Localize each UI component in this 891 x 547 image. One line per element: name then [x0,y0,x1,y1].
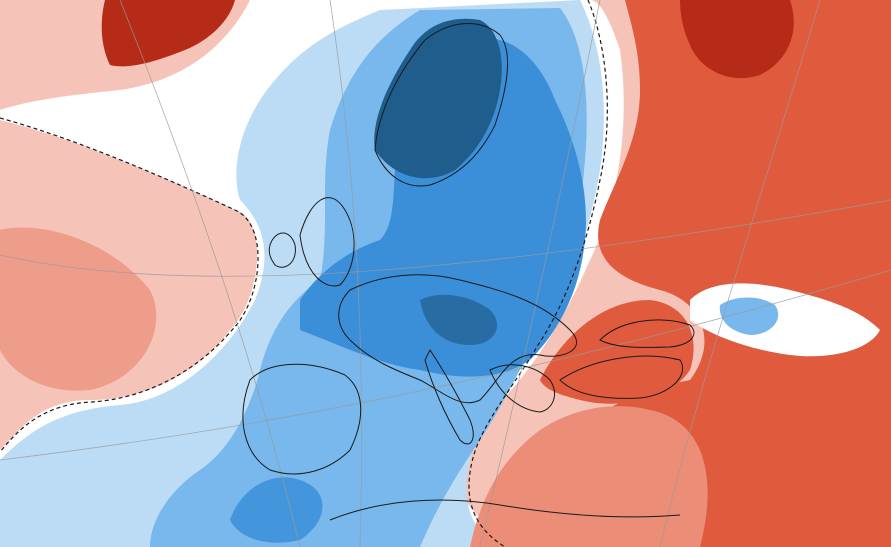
warm-area-west-atlantic [0,227,157,391]
coastline-british-isles [299,197,355,287]
coastline-italy [424,349,474,445]
coastline-turkey [559,355,683,399]
graticule-6 [659,0,821,547]
graticule-3 [119,0,301,547]
graticule-5 [479,0,601,547]
moderate-warm-north-africa [470,406,708,547]
zero-contour-east [468,0,608,547]
coastline-north-africa [329,499,681,521]
strong-warm-russia [680,0,794,79]
coastline-ireland [268,232,296,268]
cold-area-central-europe [300,38,586,377]
graticule-2 [0,269,891,461]
coastline-europe [338,274,578,404]
zero-contour-west [0,117,259,453]
strong-cold-scandinavia [374,18,502,179]
strong-cold-central [420,294,498,345]
warm-area-turkey [540,300,694,404]
graticule-1 [0,199,891,277]
coastline-balkans [489,364,555,413]
strong-warm-greenland [101,0,235,67]
cold-area-iberia [230,477,323,543]
coastline-iberia [242,363,362,475]
coastline-black-sea [599,319,695,348]
coastline-scandinavia [374,23,509,187]
